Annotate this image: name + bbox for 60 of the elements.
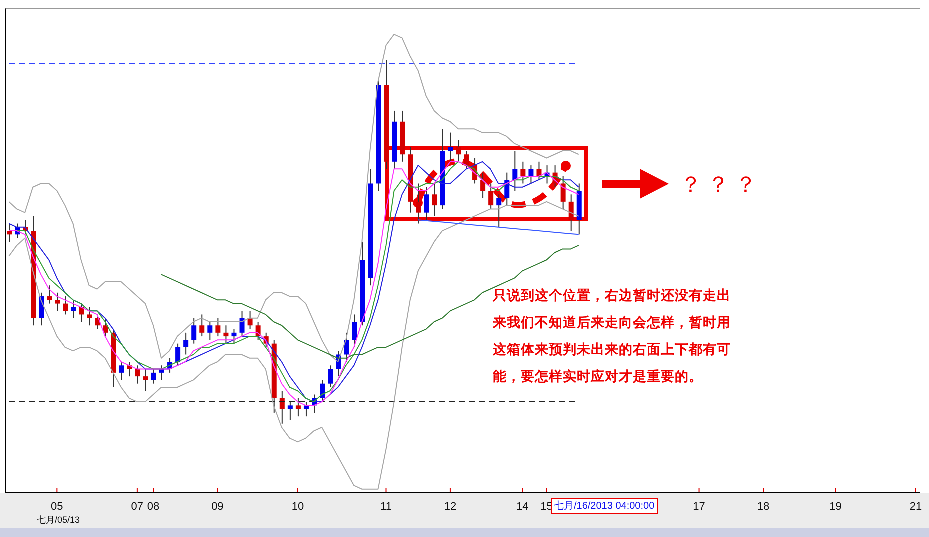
x-tick-label: 11: [380, 501, 392, 513]
candlestick: [192, 318, 197, 344]
candlestick: [240, 310, 245, 338]
x-tick-label: 09: [212, 501, 224, 513]
candlestick: [512, 150, 518, 192]
candlestick: [424, 186, 430, 221]
x-tick-label: 12: [444, 501, 457, 513]
candlestick: [528, 165, 534, 184]
x-tick-label: 10: [292, 501, 304, 513]
candlestick: [456, 140, 462, 162]
candlestick: [480, 172, 486, 199]
candlestick: [432, 183, 438, 217]
candlestick: [184, 332, 189, 356]
candlestick: [416, 183, 422, 224]
candlestick: [216, 318, 221, 338]
candlestick: [344, 332, 350, 363]
candlestick: [224, 325, 229, 344]
candlestick: [520, 161, 526, 184]
candlestick: [496, 194, 502, 228]
candlestick: [39, 292, 44, 326]
candlestick: [55, 292, 60, 312]
text: 七月/16/2013 04:00:00: [551, 498, 658, 514]
x-tick-label: 07: [131, 501, 144, 513]
x-tick-label: 14: [516, 501, 529, 513]
candlestick: [135, 365, 140, 384]
candlestick: [288, 402, 293, 421]
x-tick-label: 05: [51, 501, 64, 513]
x-tick-label: 08: [147, 501, 160, 513]
candlestick: [464, 150, 470, 170]
candlestick: [504, 172, 510, 206]
candlestick: [103, 318, 108, 338]
candlestick: [280, 390, 285, 424]
candlestick: [296, 398, 301, 418]
x-tick-label: 17: [693, 501, 706, 513]
annotation: 只说到这个位置，右边暂时还没有走出来我们不知道后来走向会怎样，暂时用这箱体来预判未出来的右面上下都有可能，要怎样实时应对才是重要的。: [493, 287, 732, 386]
candlestick: [304, 402, 309, 418]
candlestick: [87, 306, 92, 326]
candlestick: [151, 368, 156, 384]
candlestick: [536, 161, 542, 181]
candlestick: [232, 328, 237, 344]
candlestick: [176, 343, 181, 366]
candlestick: [560, 176, 566, 210]
candlestick: [71, 300, 76, 319]
candlestick: [488, 183, 494, 210]
candlestick: [320, 380, 326, 403]
candlestick: [143, 368, 148, 392]
candlestick: [47, 285, 52, 304]
candlestick: [208, 321, 213, 341]
annotation: ？ ？ ？: [680, 171, 757, 199]
candlestick: [448, 132, 454, 162]
candlestick: [328, 365, 334, 388]
x-tick-label: 18: [757, 501, 770, 513]
candlestick: [200, 314, 205, 338]
x-tick-label: 19: [830, 501, 842, 513]
candlestick: [119, 362, 124, 381]
candlestick: [568, 194, 574, 232]
candlestick: [63, 296, 68, 316]
x-tick-label: 21: [910, 501, 922, 513]
candlestick: [352, 314, 358, 348]
text: 七月/05/13: [37, 514, 80, 527]
